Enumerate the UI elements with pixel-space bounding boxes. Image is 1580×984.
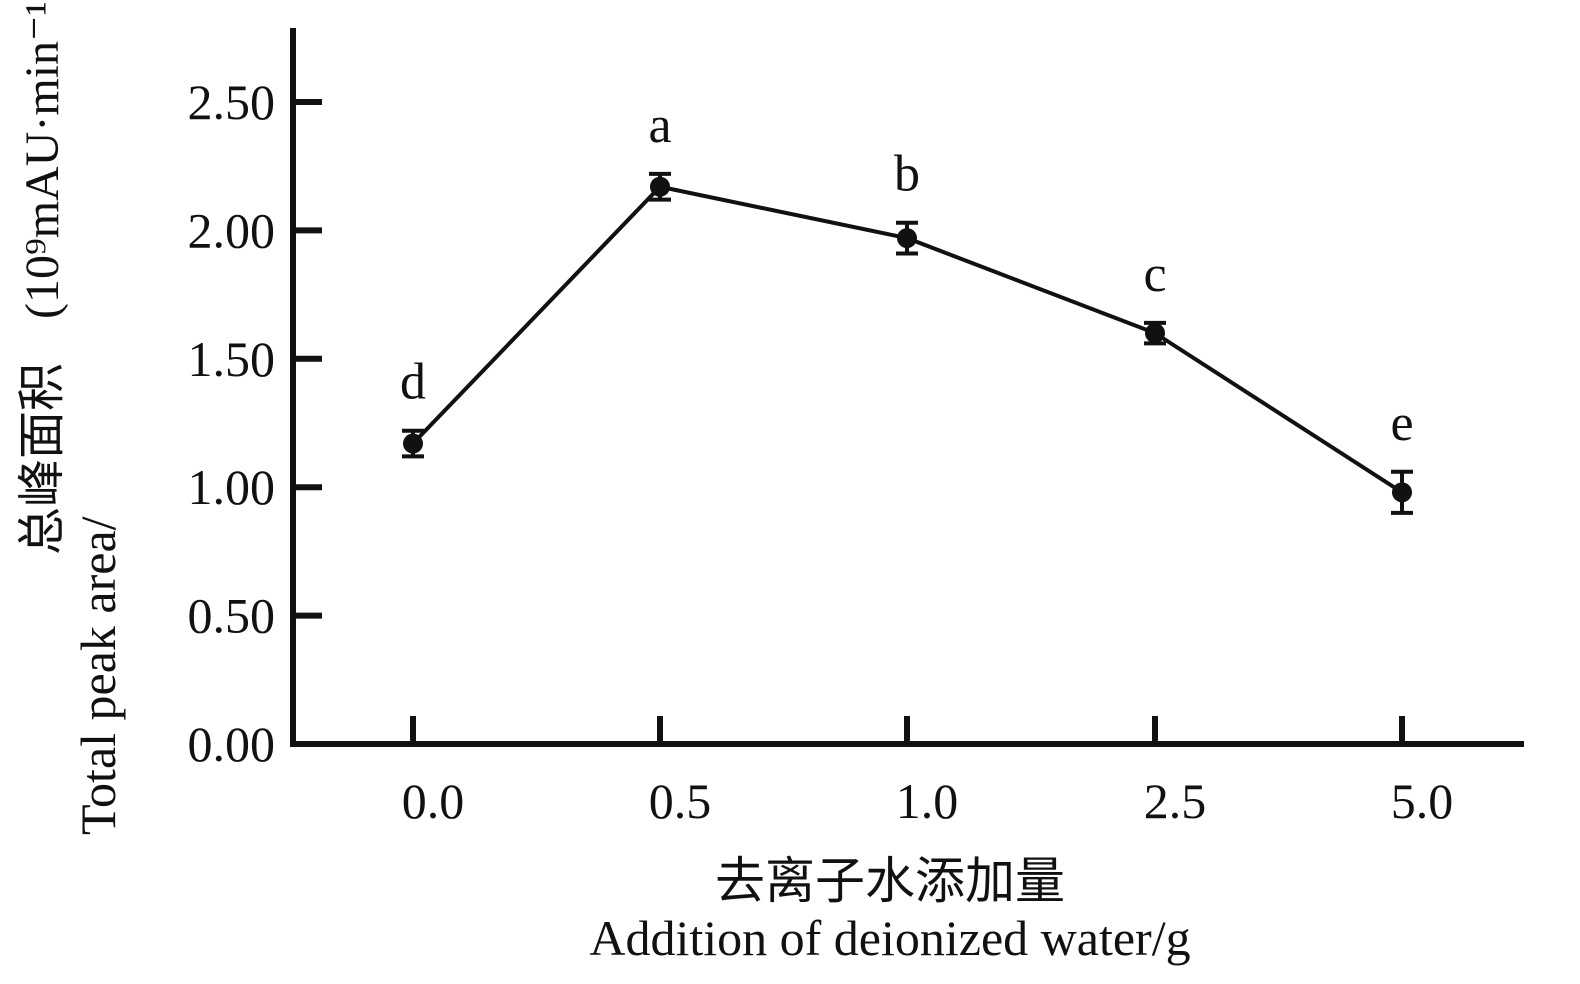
- x-tick-label: 5.0: [1391, 773, 1454, 829]
- significance-label: a: [648, 97, 671, 154]
- y-tick-label: 0.00: [188, 716, 276, 772]
- data-point: [650, 176, 670, 197]
- y-axis-label-cn: 总峰面积: [16, 363, 69, 555]
- data-point: [1145, 323, 1165, 344]
- x-axis-label-cn: 去离子水添加量: [715, 853, 1065, 909]
- y-tick-label: 1.50: [188, 331, 276, 387]
- x-tick-label: 1.0: [896, 773, 959, 829]
- data-point: [403, 433, 423, 454]
- axes: [290, 28, 1524, 747]
- x-axis-label-en: Addition of deionized water/g: [589, 910, 1190, 966]
- significance-label: d: [400, 354, 426, 411]
- data-point: [1392, 482, 1412, 503]
- x-tick-label: 2.5: [1144, 773, 1207, 829]
- y-tick-label: 2.00: [188, 202, 276, 258]
- significance-label: e: [1390, 395, 1413, 452]
- y-tick-label: 1.00: [188, 459, 276, 515]
- y-axis-label-en: Total peak area/: [70, 516, 126, 835]
- x-tick-label: 0.5: [649, 773, 712, 829]
- data-point: [897, 228, 917, 249]
- x-tick-label: 0.0: [402, 773, 465, 829]
- y-tick-label: 0.50: [188, 588, 276, 644]
- y-tick-label: 2.50: [188, 74, 276, 130]
- significance-label: c: [1143, 246, 1166, 303]
- significance-label: b: [894, 146, 920, 203]
- y-axis-label-unit: (10⁹mAU·min⁻¹): [16, 0, 69, 319]
